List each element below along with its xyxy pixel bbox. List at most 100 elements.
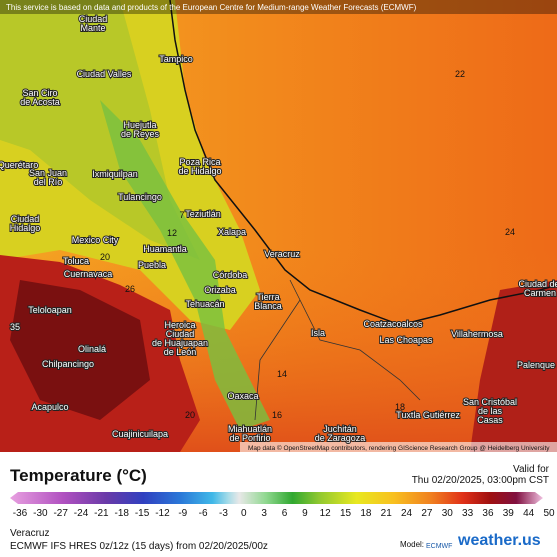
city-label-line: Teloloapan [28,305,72,315]
model-run: ECMWF IFS HRES 0z/12z (15 days) from 02/… [10,541,268,552]
scale-tick-label: 24 [401,508,413,519]
map: This service is based on data and produc… [0,0,557,452]
city-label-line: Carmen [524,288,556,298]
scale-tick-label: 39 [502,508,514,519]
city-label-line: Ciudad del [518,279,557,289]
notice: This service is based on data and produc… [6,3,417,12]
map-value: 35 [10,322,20,332]
attribution: Map data © OpenStreetMap contributors, r… [248,444,550,452]
city-label: Acapulco [31,402,68,412]
city-label: Veracruz [264,249,300,259]
city-label-line: Ixmiquilpan [92,169,138,179]
city-label-line: Hidalgo [10,223,41,233]
scale-tick-label: 3 [261,508,267,519]
scale-tick-label: 6 [281,508,288,519]
city-label-line: Ciudad [11,214,40,224]
city-label-line: Coatzacoalcos [363,319,423,329]
city-label-line: Cuernavaca [64,269,113,279]
scale-tick-label: -18 [114,508,129,519]
city-label-line: Mante [80,23,105,33]
valid-label: Valid for [513,464,549,475]
city-label: Ciudad Hidalgo [10,214,41,233]
valid-time: Thu 02/20/2025, 03:00pm CST [411,475,549,486]
city-label: Toluca [63,256,89,266]
city-label: Tampico [159,54,193,64]
city-label-line: Isla [311,328,325,338]
city-label: Miahuatlán de Porfirio [228,424,272,443]
city-label-line: de Hidalgo [178,166,221,176]
model-label: Model: [400,540,425,549]
city-label-line: Cuajinicuilapa [112,429,168,439]
city-label-line: Ciudad [79,14,108,24]
city-label-line: Olinalá [78,344,106,354]
map-value: 14 [277,369,287,379]
city-label: Coatzacoalcos [363,319,423,329]
city-label-line: Ciudad Valles [77,69,132,79]
scale-tick-label: -21 [94,508,109,519]
city-label-line: Teziutlán [185,209,221,219]
scale-tick-label: 33 [462,508,474,519]
city-label-line: de León [164,347,197,357]
scale-tick-label: 44 [523,508,535,519]
city-label: Villahermosa [451,329,503,339]
city-label: Orizaba [204,285,236,295]
brand: weather.us [458,532,541,549]
city-label: Huamantla [143,244,187,254]
city-label-line: Oaxaca [227,391,258,401]
map-value: 16 [272,410,282,420]
city-label: San Juan del Río [29,168,67,187]
map-value: 18 [395,402,405,412]
city-label: San Cristóbal de las Casas [463,397,517,425]
model: ECMWF [426,543,453,550]
city-label-line: Tuxtla Gutiérrez [396,410,460,420]
city-label-line: Córdoba [213,270,248,280]
city-label-line: de Zaragoza [315,433,366,443]
city-label-line: Chilpancingo [42,359,94,369]
city-label: Tierra Blanca [254,292,282,311]
city-label-line: de las [478,406,503,416]
city-label: Cuajinicuilapa [112,429,168,439]
city-label-line: Tampico [159,54,193,64]
city-label: Heroica Ciudad de Huajuapan de León [152,320,208,357]
city-label: Isla [311,328,325,338]
scale-tick-label: 21 [380,508,392,519]
legend-title: Temperature (°C) [10,466,147,485]
city-label-line: Toluca [63,256,89,266]
city-label-line: Veracruz [264,249,300,259]
city-label-line: Mexico City [72,235,119,245]
map-value: 12 [167,228,177,238]
city-label-line: de Porfirio [229,433,270,443]
city-label: Mexico City [72,235,119,245]
scale-tick-label: -36 [12,508,28,519]
city-label-line: San Juan [29,168,67,178]
scale-tick-label: -15 [134,508,150,519]
city-label-line: Puebla [138,260,166,270]
city-label-line: de Reyes [121,129,160,139]
city-label-line: del Río [34,177,63,187]
city-label: Ciudad delCarmen [518,279,557,298]
city-label-line: Heroica [164,320,195,330]
city-label: Cuernavaca [64,269,113,279]
scale-tick-label: 36 [482,508,494,519]
city-label-line: Huamantla [143,244,187,254]
scale-tick-label: 0 [241,508,247,519]
city-label: Teziutlán [185,209,221,219]
city-label-line: Palenque [517,360,555,370]
scale-tick-label: 15 [339,508,352,519]
scale-tick-label: 30 [441,508,453,519]
city-label-line: San Ciro [22,88,57,98]
city-label: Tulancingo [118,192,162,202]
scale-tick-label: 18 [360,508,372,519]
city-label-line: Blanca [254,301,282,311]
map-value: 24 [505,227,515,237]
city-label: Oaxaca [227,391,258,401]
city-label-line: San Cristóbal [463,397,517,407]
city-label: Teloloapan [28,305,72,315]
city-label: Tuxtla Gutiérrez [396,410,460,420]
scale-tick-label: -27 [53,508,68,519]
map-value: 20 [100,252,110,262]
scale-tick-label: 12 [319,508,331,519]
city-label: Chilpancingo [42,359,94,369]
map-value: 7 [179,210,184,220]
